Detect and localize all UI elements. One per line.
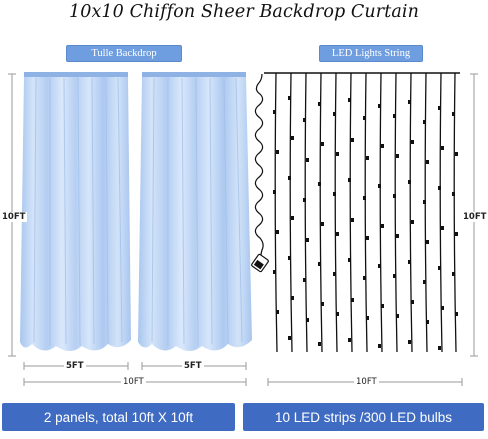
power-cord <box>254 73 264 263</box>
curtain-panel-1 <box>20 72 131 351</box>
panels-info-banner: 2 panels, total 10ft X 10ft <box>2 403 235 431</box>
right-height-label: 10FT <box>461 212 488 222</box>
curtain-panel-2 <box>138 72 252 351</box>
curtain-total-width-label: 10FT <box>121 377 146 387</box>
panel1-width-label: 5FT <box>64 361 86 371</box>
led-total-width-label: 10FT <box>354 377 379 387</box>
product-title: 10x10 Chiffon Sheer Backdrop Curtain <box>69 2 419 22</box>
led-lights-label: LED Lights String <box>319 45 423 62</box>
tulle-backdrop-label: Tulle Backdrop <box>66 45 182 62</box>
left-height-label: 10FT <box>0 212 28 222</box>
usb-plug-icon <box>251 253 269 273</box>
panel2-width-label: 5FT <box>182 361 204 371</box>
led-info-banner: 10 LED strips /300 LED bulbs <box>243 403 484 431</box>
led-string-lights <box>264 72 460 353</box>
panel-width-dimension <box>23 362 247 370</box>
